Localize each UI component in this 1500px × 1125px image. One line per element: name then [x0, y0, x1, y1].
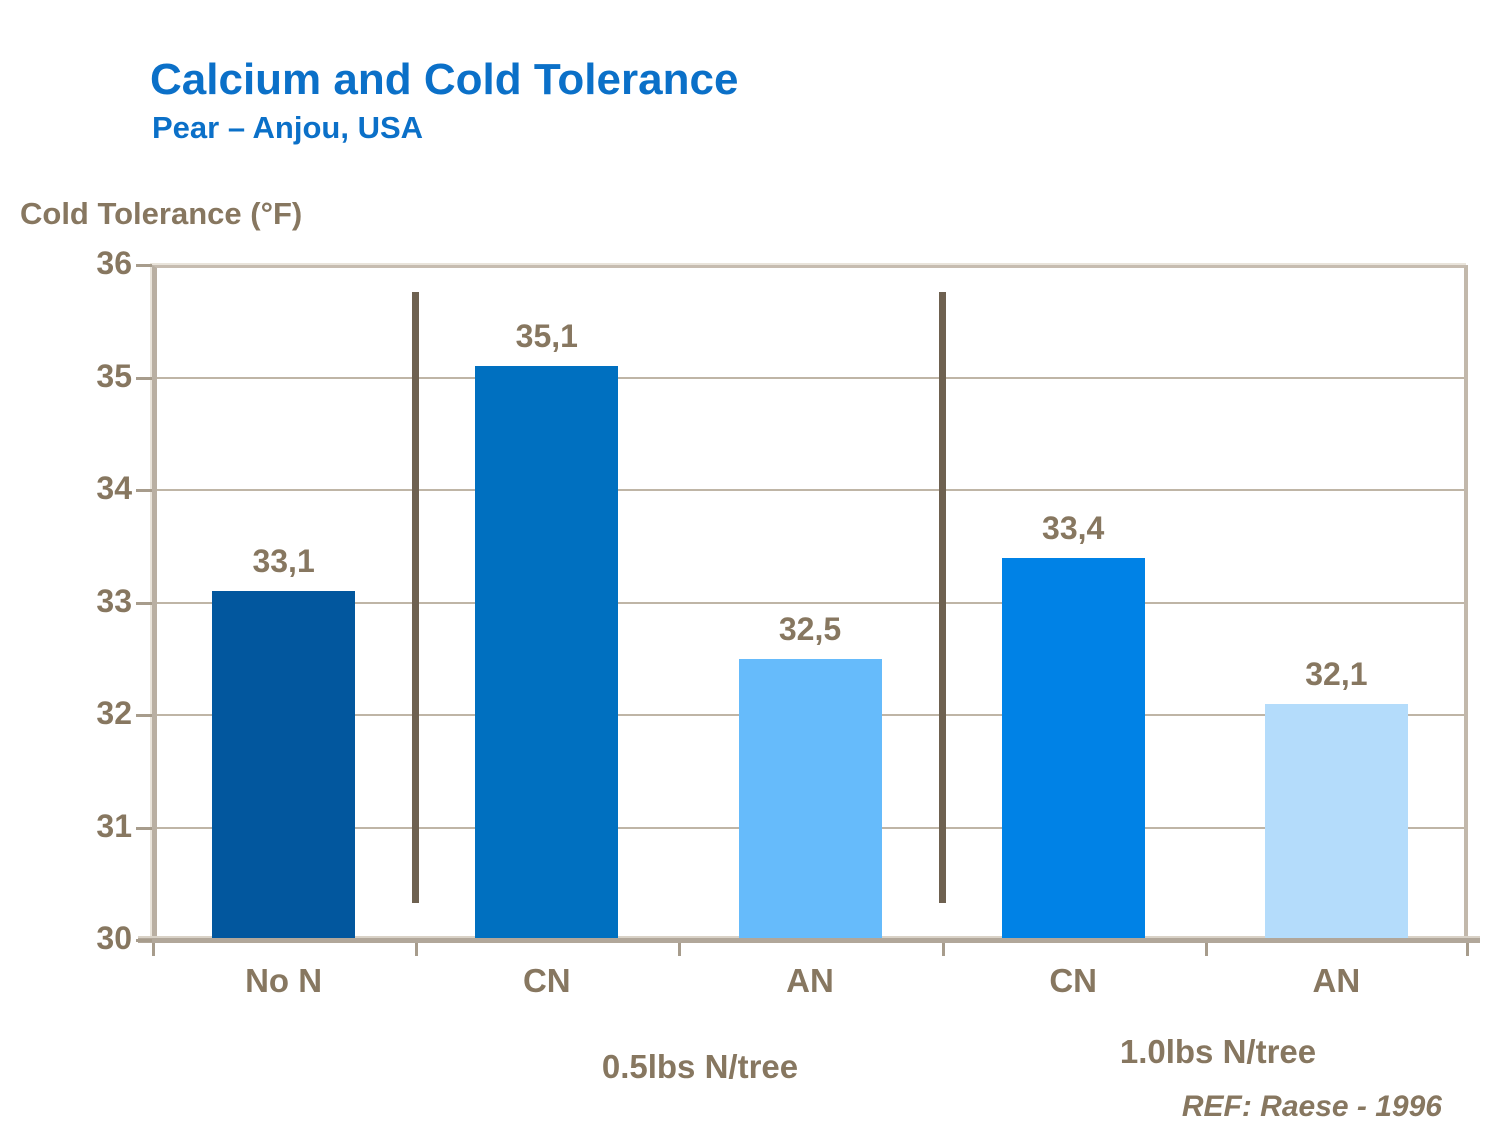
bar-value-label: 32,1: [1305, 655, 1368, 692]
gridline: [157, 489, 1464, 491]
bar-value-label: 33,1: [252, 543, 315, 580]
chart-title: Calcium and Cold Tolerance: [150, 55, 739, 104]
y-tick-mark: [136, 264, 152, 267]
bar: [212, 591, 356, 938]
y-tick-mark: [136, 376, 152, 380]
y-tick-mark: [136, 939, 152, 942]
plot-area: [152, 265, 1468, 940]
y-tick-label: 34: [96, 470, 132, 506]
y-tick-label: 31: [96, 807, 132, 844]
x-category-label: AN: [1312, 962, 1361, 999]
bar: [738, 658, 882, 938]
reference-citation: REF: Raese - 1996: [1181, 1090, 1442, 1123]
y-tick-label: 33: [96, 582, 132, 619]
y-tick-mark: [136, 601, 152, 605]
x-axis-line: [138, 936, 1480, 943]
x-tick-mark: [1466, 943, 1469, 956]
y-tick-label: 36: [96, 245, 132, 281]
chart-subtitle: Pear – Anjou, USA: [152, 110, 424, 145]
y-tick-mark: [136, 826, 152, 830]
y-tick-label: 32: [96, 695, 132, 731]
y-tick-label: 30: [96, 920, 132, 956]
y-tick-mark: [136, 489, 152, 492]
x-tick-mark: [1204, 943, 1208, 956]
y-tick-label: 35: [96, 357, 132, 394]
group-label-1.0lbs: 1.0lbs N/tree: [1119, 1033, 1317, 1070]
group-label-0.5lbs: 0.5lbs N/tree: [601, 1048, 799, 1085]
bar: [1001, 557, 1145, 938]
x-category-label: No N: [245, 962, 323, 999]
y-axis-title: Cold Tolerance (°F): [20, 196, 303, 231]
bar-value-label: 32,5: [778, 610, 842, 647]
x-tick-mark: [152, 943, 155, 956]
x-category-label: CN: [522, 962, 571, 999]
x-tick-mark: [415, 943, 419, 956]
gridline: [157, 376, 1464, 379]
bar: [1264, 703, 1408, 938]
gridline: [157, 601, 1464, 604]
y-tick-mark: [136, 714, 152, 717]
bar: [475, 366, 619, 938]
x-category-label: AN: [786, 962, 834, 999]
x-tick-mark: [678, 943, 682, 956]
bar-value-label: 35,1: [515, 318, 578, 355]
group-divider-line: [412, 292, 420, 903]
group-divider-line: [938, 292, 946, 903]
x-category-label: CN: [1049, 962, 1098, 999]
x-tick-mark: [941, 943, 945, 956]
bar-value-label: 33,4: [1042, 509, 1105, 546]
